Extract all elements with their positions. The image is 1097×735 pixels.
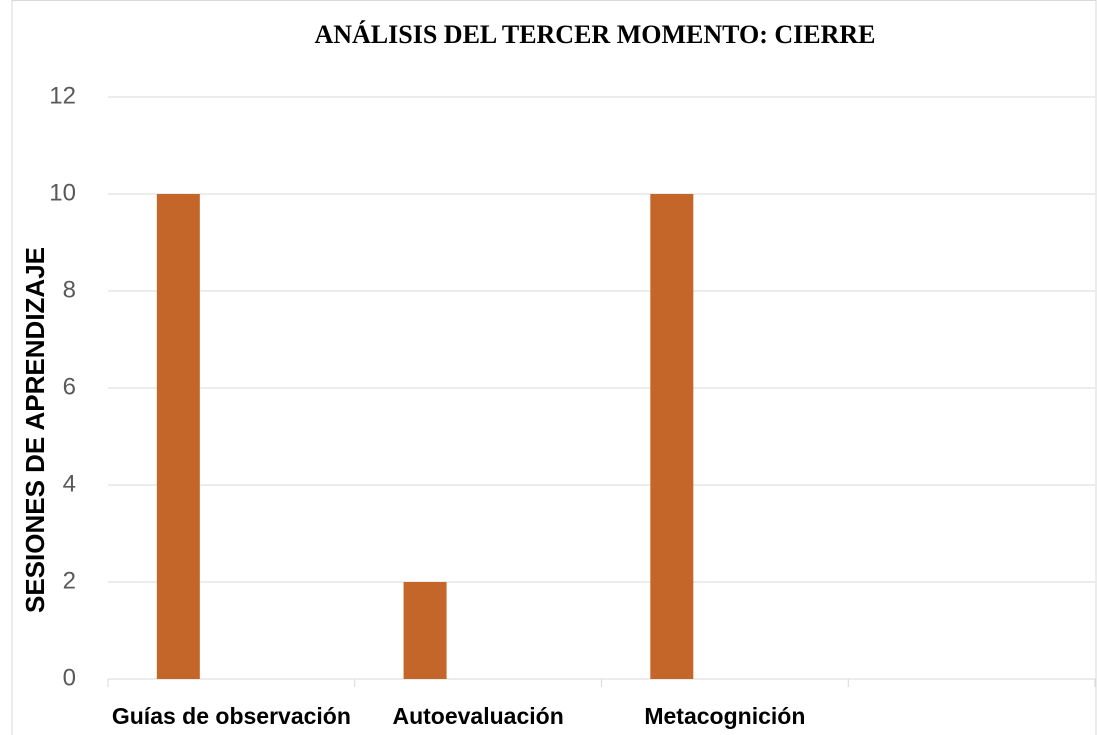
bar (650, 194, 694, 679)
chart-border (11, 0, 1097, 735)
x-tick-label: Metacognición (644, 703, 805, 729)
y-tick-label: 0 (63, 664, 76, 691)
y-tick-label: 8 (63, 276, 76, 303)
y-tick-label: 10 (49, 179, 76, 206)
y-axis-label: SESIONES DE APRENDIZAJE (20, 247, 50, 613)
x-tick-label: Autoevaluación (392, 703, 563, 729)
y-tick-label: 6 (63, 373, 76, 400)
bar (403, 582, 447, 679)
y-tick-label: 2 (63, 567, 76, 594)
y-tick-label: 4 (63, 470, 76, 497)
y-tick-label: 12 (49, 82, 76, 109)
chart-title: ANÁLISIS DEL TERCER MOMENTO: CIERRE (314, 20, 875, 49)
x-tick-label: Guías de observación (112, 703, 351, 729)
bar (156, 194, 200, 679)
